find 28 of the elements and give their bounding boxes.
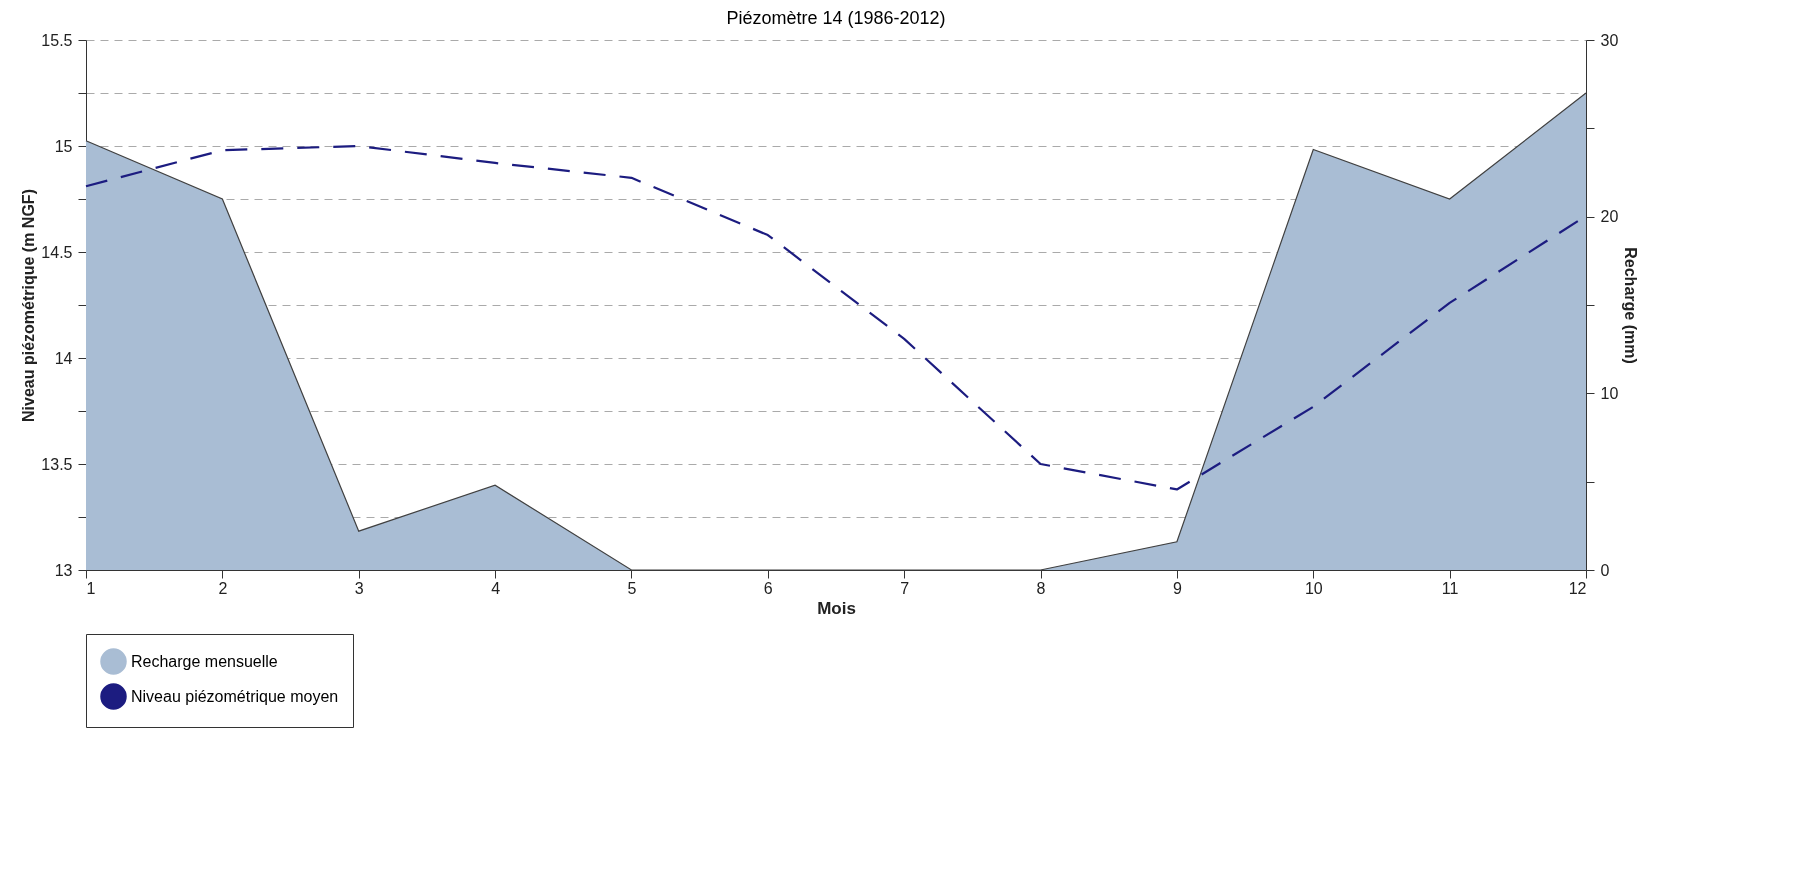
- legend-label: Niveau piézométrique moyen: [131, 687, 339, 705]
- x-tick-label: 3: [354, 579, 364, 597]
- y2-tick-label: 0: [1600, 561, 1610, 579]
- y2-tick-label: 20: [1600, 208, 1619, 226]
- x-tick-label: 12: [1568, 579, 1587, 597]
- y-tick-label: 15.5: [41, 31, 73, 49]
- legend-label: Recharge mensuelle: [131, 652, 278, 670]
- x-tick-label: 10: [1304, 579, 1323, 597]
- y-tick-label: 15: [54, 137, 73, 155]
- x-tick-label: 8: [1036, 579, 1046, 597]
- x-tick-label: 1: [86, 579, 96, 597]
- y-tick-label: 14: [54, 349, 73, 367]
- x-tick-label: 5: [627, 579, 637, 597]
- chart-title: Piézomètre 14 (1986-2012): [726, 8, 946, 28]
- x-tick-label: 6: [763, 579, 773, 597]
- y2-tick-label: 10: [1600, 384, 1619, 402]
- x-tick-label: 11: [1441, 579, 1459, 597]
- y2-tick-label: 30: [1600, 31, 1619, 49]
- y2-axis-title: Recharge (mm): [1622, 247, 1640, 364]
- x-tick-label: 2: [218, 579, 228, 597]
- y-axis-title: Niveau piézométrique (m NGF): [20, 189, 38, 422]
- x-axis-title: Mois: [817, 598, 856, 618]
- y-tick-label: 13: [54, 561, 73, 579]
- y-tick-label: 14.5: [41, 243, 73, 261]
- y-tick-label: 13.5: [41, 455, 73, 473]
- x-tick-label: 7: [900, 579, 910, 597]
- x-tick-label: 9: [1172, 579, 1182, 597]
- x-tick-label: 4: [491, 579, 501, 597]
